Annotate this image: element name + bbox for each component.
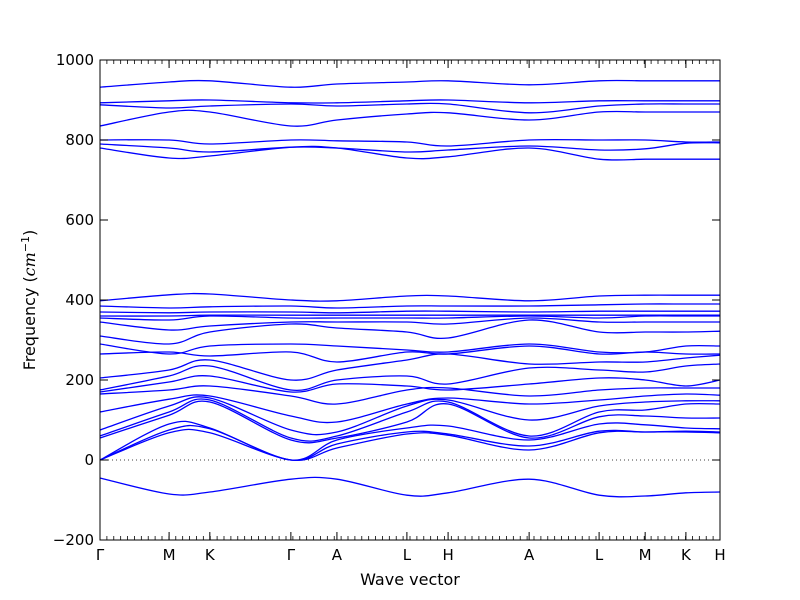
x-axis-label: Wave vector xyxy=(360,570,460,589)
y-tick-label: 400 xyxy=(65,291,94,309)
y-tick-label: 200 xyxy=(65,371,94,389)
band-line-25 xyxy=(99,109,720,127)
band-line-15 xyxy=(99,319,721,345)
band-line-10 xyxy=(99,375,721,393)
band-line-7 xyxy=(99,396,721,436)
band-line-12 xyxy=(99,353,721,381)
x-tick-label: M xyxy=(163,546,176,564)
band-line-4 xyxy=(99,420,721,461)
band-line-23 xyxy=(99,142,721,153)
band-line-20 xyxy=(99,303,720,309)
y-tick-label: 600 xyxy=(65,211,94,229)
band-line-19 xyxy=(99,310,720,314)
y-axis-label: Frequency (cm−1) xyxy=(19,230,39,371)
x-tick-label: H xyxy=(714,546,725,564)
x-tick-label: L xyxy=(595,546,604,564)
band-line-21 xyxy=(99,292,720,302)
x-tick-label: L xyxy=(403,546,412,564)
band-line-16 xyxy=(99,317,720,331)
x-minor-ticks xyxy=(106,60,714,540)
x-tick-label: Γ xyxy=(287,546,296,564)
band-series-group xyxy=(99,79,721,498)
x-tick-label: A xyxy=(332,546,343,564)
band-line-26 xyxy=(99,102,720,114)
band-line-2 xyxy=(99,428,721,462)
band-line-3 xyxy=(99,424,721,461)
band-line-24 xyxy=(99,138,721,147)
band-line-6 xyxy=(99,398,721,442)
y-tick-label: −200 xyxy=(53,531,94,549)
band-line-22 xyxy=(99,145,720,161)
y-ticks: −200 0 200 400 600 800 1000 xyxy=(53,51,720,549)
band-line-28 xyxy=(99,79,720,88)
x-tick-label: A xyxy=(524,546,535,564)
y-tick-label: 800 xyxy=(65,131,94,149)
y-tick-label: 0 xyxy=(84,451,94,469)
band-line-14 xyxy=(99,343,721,355)
band-line-18 xyxy=(99,314,720,317)
band-line-8 xyxy=(99,393,721,424)
x-tick-label: K xyxy=(205,546,216,564)
band-line-27 xyxy=(99,99,720,104)
band-line-11 xyxy=(99,363,721,391)
x-tick-label: Γ xyxy=(96,546,105,564)
x-tick-label: H xyxy=(442,546,453,564)
x-tick-label: M xyxy=(639,546,652,564)
band-line-5 xyxy=(99,400,721,444)
band-line-17 xyxy=(99,315,720,321)
band-line-1 xyxy=(99,476,721,498)
plot-frame xyxy=(99,59,721,541)
x-tick-label: K xyxy=(681,546,692,564)
y-tick-label: 1000 xyxy=(56,51,94,69)
